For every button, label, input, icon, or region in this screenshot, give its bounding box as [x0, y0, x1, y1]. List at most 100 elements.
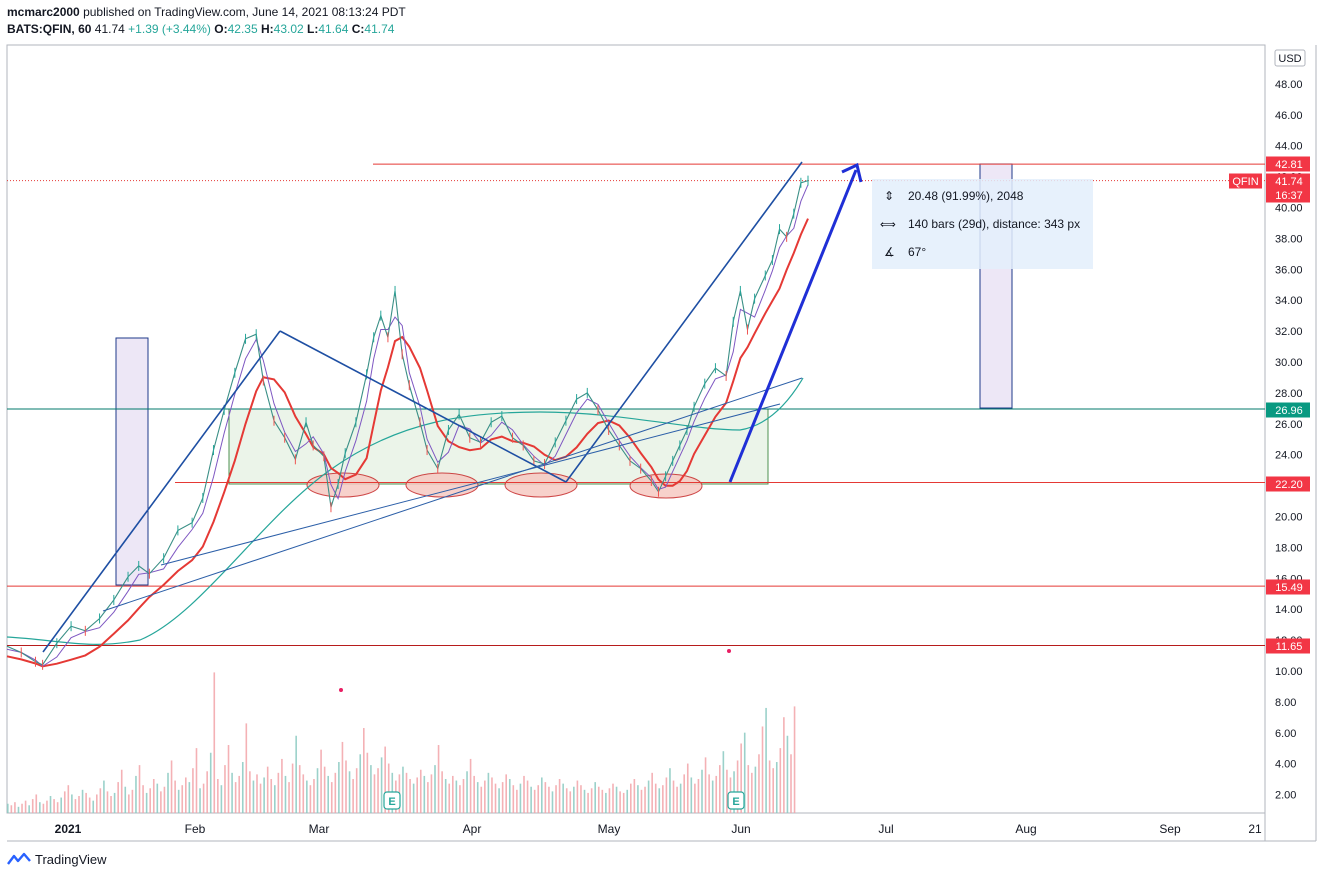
volume-bar: [640, 789, 643, 813]
volume-bar: [519, 783, 522, 813]
volume-bar: [679, 783, 682, 813]
volume-bar: [241, 762, 244, 813]
earnings-marker-box[interactable]: [727, 791, 745, 810]
volume-bar: [163, 786, 166, 813]
volume-bar: [96, 794, 98, 813]
volume-bar: [384, 746, 386, 813]
volume-bar: [701, 769, 703, 813]
volume-bar: [441, 771, 443, 813]
volume-bar: [42, 803, 45, 813]
volume-bar: [448, 783, 451, 813]
volume-bar: [56, 802, 59, 813]
y-tick-label: 20.00: [1275, 512, 1303, 524]
y-tick-label: 34.00: [1275, 295, 1303, 307]
volume-bar: [88, 797, 91, 813]
volume-bar: [188, 782, 191, 813]
volume-bar: [719, 765, 721, 813]
volume-bar: [53, 799, 55, 813]
y-tick-label: 30.00: [1275, 357, 1303, 369]
x-tick-label: May: [598, 822, 621, 836]
volume-bar: [452, 775, 454, 813]
earnings-marker-label: E: [732, 796, 739, 808]
volume-bar: [330, 782, 333, 813]
signal-dot: [727, 649, 731, 653]
volume-bar: [323, 766, 326, 813]
y-tick-label: 44.00: [1275, 141, 1303, 153]
volume-bar: [124, 786, 127, 813]
price-label-text: 26.96: [1275, 405, 1303, 417]
volume-bar: [128, 794, 130, 813]
volume-bar: [686, 763, 689, 813]
volume-bar: [103, 780, 105, 813]
volume-bar: [85, 792, 87, 813]
volume-bar: [174, 780, 176, 813]
currency-label: USD: [1278, 53, 1301, 65]
volume-bar: [576, 780, 579, 813]
volume-bar: [665, 777, 668, 813]
volume-bar: [544, 782, 547, 813]
support-ellipse: [306, 472, 380, 498]
x-tick-label: Apr: [463, 822, 482, 836]
volume-bar: [355, 768, 358, 813]
y-tick-label: 10.00: [1275, 666, 1303, 678]
wave-line-2: [279, 330, 567, 483]
volume-bar: [562, 783, 564, 813]
volume-bar: [281, 758, 283, 813]
y-tick-label: 24.00: [1275, 450, 1303, 462]
y-tick-label: 18.00: [1275, 542, 1303, 554]
volume-bar: [49, 796, 52, 813]
volume-bar: [277, 772, 280, 813]
volume-bar: [654, 783, 657, 813]
volume-bar: [110, 796, 112, 813]
volume-bar: [501, 782, 504, 813]
volume-bar: [217, 779, 219, 813]
volume-bar: [476, 782, 479, 813]
volume-bar: [487, 772, 490, 813]
volume-bar: [715, 775, 718, 813]
volume-bar: [768, 760, 771, 813]
volume-bar: [63, 791, 66, 813]
volume-bar: [672, 780, 675, 813]
close-value: 41.74: [364, 22, 395, 36]
volume-bar: [662, 785, 664, 813]
volume-bar: [444, 779, 447, 813]
volume-bar: [316, 768, 319, 813]
volume-bar: [508, 779, 511, 813]
volume-bar: [256, 774, 258, 813]
volume-bar: [345, 760, 347, 813]
volume-bar: [7, 803, 9, 813]
volume-bar: [694, 783, 696, 813]
volume-bar: [779, 748, 782, 813]
volume-bar: [459, 785, 461, 813]
volume-bar: [167, 772, 169, 813]
volume-bar: [199, 788, 201, 813]
volume-bar: [622, 792, 625, 813]
published-text: published on TradingView.com, June 14, 2…: [83, 5, 406, 19]
volume-bar: [202, 783, 205, 813]
volume-bar: [302, 774, 305, 813]
volume-bar: [615, 786, 618, 813]
x-tick-label: Mar: [309, 822, 330, 836]
volume-bar: [106, 791, 109, 813]
volume-bar: [78, 796, 80, 813]
volume-bar: [405, 772, 408, 813]
volume-bar: [669, 768, 671, 813]
volume-bar: [185, 777, 187, 813]
volume-bar: [505, 774, 507, 813]
volume-bar: [213, 672, 216, 813]
volume-bar: [523, 775, 525, 813]
tradingview-footer[interactable]: TradingView: [7, 851, 107, 867]
volume-bar: [81, 789, 84, 813]
currency-badge[interactable]: [1274, 49, 1306, 67]
volume-bar: [21, 803, 23, 813]
change-value: +1.39 (+3.44%): [128, 22, 211, 36]
volume-bar: [726, 769, 728, 813]
volume-bar: [249, 771, 251, 813]
earnings-marker-box[interactable]: [383, 791, 401, 810]
volume-bar: [334, 772, 337, 813]
volume-bar: [608, 788, 611, 813]
volume-bar: [736, 760, 739, 813]
volume-bar: [402, 766, 404, 813]
volume-bar: [313, 779, 315, 813]
